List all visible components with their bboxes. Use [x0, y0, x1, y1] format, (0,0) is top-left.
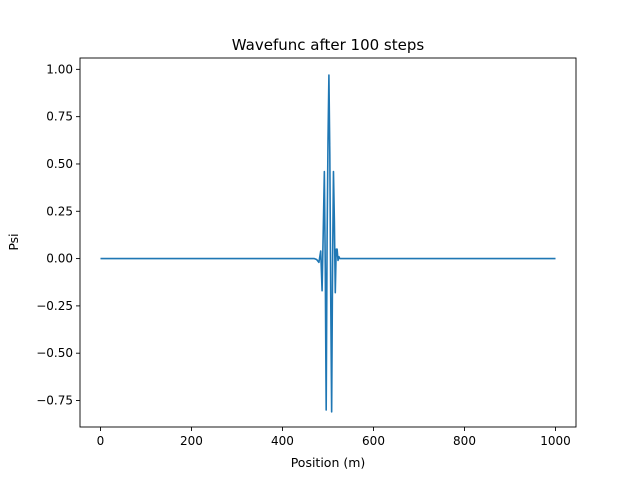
x-tick-label: 600	[362, 434, 385, 448]
chart-title: Wavefunc after 100 steps	[232, 36, 425, 54]
x-tick-label: 1000	[540, 434, 571, 448]
y-tick-label: 1.00	[46, 62, 73, 76]
x-tick-label: 200	[180, 434, 203, 448]
y-tick-label: 0.75	[46, 110, 73, 124]
plot-frame	[79, 57, 577, 428]
y-tick-label: 0.25	[46, 204, 73, 218]
x-tick-label: 0	[97, 434, 105, 448]
y-tick-label: −0.50	[36, 346, 73, 360]
x-tick-label: 800	[453, 434, 476, 448]
y-tick-label: 0.50	[46, 157, 73, 171]
y-tick-label: 0.00	[46, 252, 73, 266]
x-tick-label: 400	[271, 434, 294, 448]
y-axis-label: Psi	[6, 233, 21, 250]
x-axis-label: Position (m)	[291, 455, 366, 470]
series-line-0	[100, 74, 556, 413]
plot-area: 0 200 400 600 800 1000 1.00 0.75 0.50 0.25 0.00 −0.…	[36, 57, 577, 448]
y-tick-label: −0.75	[36, 394, 73, 408]
y-tick-label: −0.25	[36, 299, 73, 313]
